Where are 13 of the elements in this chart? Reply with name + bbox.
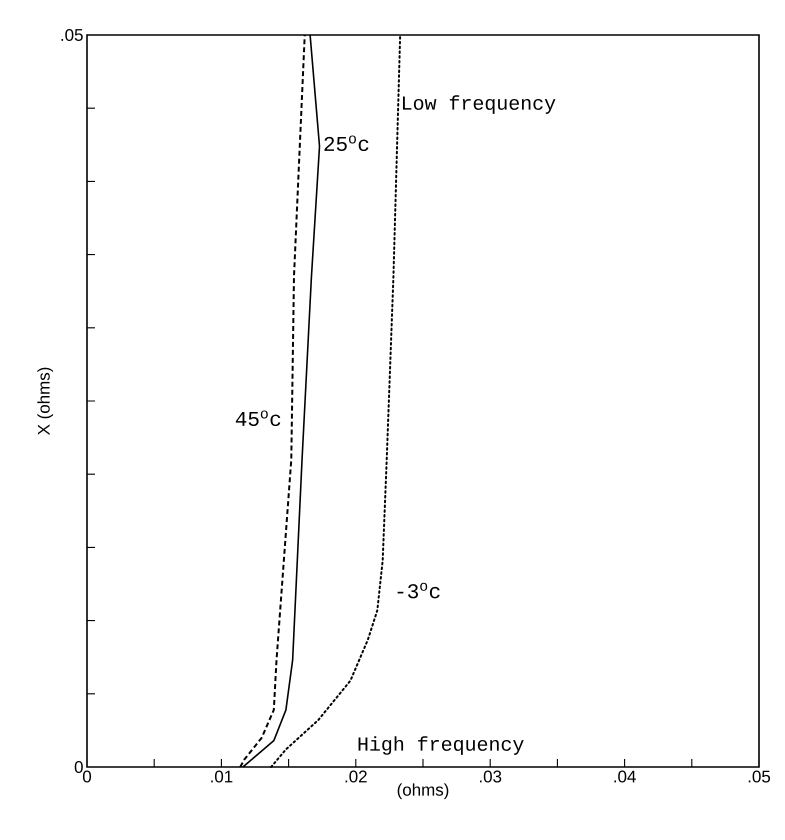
x-tick-label: .03 (480, 770, 502, 783)
series-label: -3$^{o}$c (398, 582, 440, 598)
annotation: High frequency (358, 736, 524, 755)
annotation: Low frequency (402, 95, 556, 114)
y-axis-title: X (ohms) (37, 368, 54, 435)
x-axis-title: (ohms) (398, 783, 448, 800)
series-label: 25$^{o}$c (324, 135, 368, 152)
x-tick-label: 0 (82, 770, 92, 783)
x-tick-label: .05 (748, 770, 770, 783)
x-tick-label: .02 (346, 770, 367, 783)
x-tick-label: .04 (614, 770, 636, 783)
series-label: 45$^{o}$c (236, 410, 280, 426)
x-tick-label: .01 (211, 770, 232, 783)
